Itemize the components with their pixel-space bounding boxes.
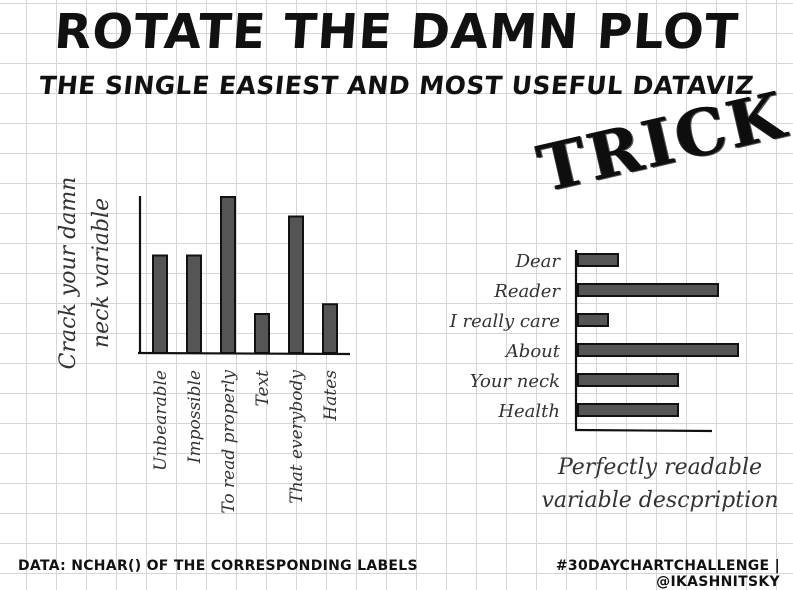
v-bar (288, 215, 304, 354)
v-chart-category-label: That everybody (287, 370, 307, 504)
v-bar (186, 254, 202, 354)
h-chart-category-label: Your neck (470, 371, 560, 392)
v-chart-x-axis (137, 351, 351, 356)
v-chart-category-label: To read properly (219, 370, 239, 514)
v-bar (254, 313, 270, 354)
h-chart-category-label: Dear (515, 251, 562, 272)
h-bar (577, 343, 739, 357)
v-bar (152, 254, 168, 354)
h-bar (577, 403, 679, 417)
footer-credit: #30DAYCHARTCHALLENGE | @IKASHNITSKY (555, 558, 780, 590)
h-chart-xlabel-line1: Perfectly readable (557, 455, 762, 480)
horizontal-bar-chart: Dear Reader I really care About Your neck Hea… (449, 250, 779, 513)
h-chart-category-label: Health (497, 401, 560, 422)
h-bar (577, 373, 679, 387)
v-bar (220, 196, 236, 354)
h-bar (577, 283, 719, 297)
footer-data-source: DATA: NCHAR() OF THE CORRESPONDING LABEL… (18, 558, 418, 574)
v-chart-category-label: Text (253, 370, 273, 407)
h-chart-category-label: Reader (493, 281, 561, 302)
v-bar (322, 303, 338, 354)
h-chart-category-label: I really care (449, 311, 560, 332)
v-chart-ylabel-line1: Crack your damn (56, 177, 81, 370)
h-chart-category-label: About (504, 341, 561, 362)
v-chart-category-label: Unbearable (151, 370, 171, 471)
h-chart-xlabel-line2: variable descpription (541, 488, 778, 513)
h-chart-x-axis (574, 428, 713, 433)
h-bar (577, 313, 609, 327)
vertical-bar-chart: Crack your damn neck variable Unbearable… (56, 177, 351, 514)
v-chart-ylabel-line2: neck variable (89, 198, 114, 348)
v-chart-category-label: Impossible (185, 370, 205, 464)
v-chart-category-label: Hates (321, 370, 341, 422)
h-bar (577, 253, 619, 267)
